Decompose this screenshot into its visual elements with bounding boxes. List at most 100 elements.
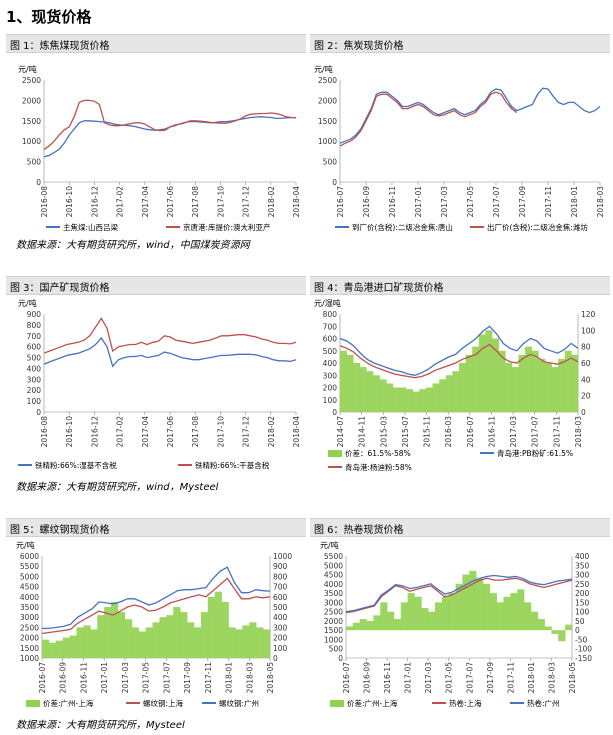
panel-header: 图 1：炼焦煤现货价格 [6,34,306,53]
y2-tick-label: 80 [581,343,591,352]
chart-caption: 图 5：螺纹钢现货价格 [10,525,110,536]
spread-bar [373,375,380,412]
legend-label: 螺纹钢:广州 [219,698,259,708]
spread-bar [221,601,229,658]
y-tick-label: 300 [323,371,338,380]
legend-label: 铁精粉:66%:干基含税 [195,460,270,470]
x-tick-label: 2017-01 [404,662,413,694]
x-tick-label: 2017-10 [216,416,225,448]
y-tick-label: 200 [323,384,338,393]
spread-bar [166,615,174,658]
spread-bar [564,350,572,412]
spread-bar [406,389,414,412]
y-tick-label: 800 [27,321,42,330]
spread-bar [263,629,271,658]
spread-bar [419,389,427,412]
x-tick-label: 2017-11 [204,662,213,694]
x-tick-label: 2018-03 [245,662,254,694]
spread-bar [62,637,70,658]
series-line [42,566,271,630]
spread-bar [228,627,236,658]
spread-bar [194,627,202,658]
chart-panel-3: 图 3：国产矿现货价格 元/吨 0 100 200 300 400 500 600 700 800… [6,276,306,478]
y-tick-label: 600 [323,335,338,344]
x-tick-label: 2018-01 [225,662,234,694]
panel-header: 图 5：螺纹钢现货价格 [6,518,306,537]
spread-bar [448,593,456,631]
y2-tick-label: 60 [581,359,591,368]
y-tick-label: 500 [27,354,42,363]
spread-bar [462,574,470,631]
x-tick-label: 2017-04 [141,186,150,218]
y-tick-label: 6000 [20,552,39,561]
x-tick-label: 2016-11 [79,662,88,694]
spread-bar [249,622,257,658]
x-tick-label: 2017-03 [424,662,433,694]
x-tick-label: 2016-07 [466,416,475,448]
x-tick-label: 2016-07 [342,662,351,694]
y2-tick-label: 0 [273,654,278,663]
legend-label: 价差：61.5%-58% [345,448,411,458]
spread-bar [111,601,119,658]
y-tick-label: 2000 [318,96,337,105]
y2-tick-label: 40 [581,375,591,384]
spread-bar [400,602,408,631]
y2-tick-label: 500 [273,603,288,612]
chart-caption: 图 6：热卷现货价格 [314,525,404,536]
spread-bar [407,593,415,631]
spread-bar [465,354,473,412]
spread-bar [118,612,126,658]
spread-bar [558,358,566,412]
spread-bar [48,642,57,658]
spread-bar [379,379,387,412]
spread-bar [187,622,195,658]
spread-bar [399,387,407,412]
y2-tick-label: 100 [575,608,590,617]
legend-label: 热卷:广州 [527,698,560,708]
series-line [43,317,297,354]
panel-header: 图 4：青岛港进口矿现货价格 [310,276,610,295]
y-tick-label: 500 [323,158,338,167]
spread-bar [256,627,264,658]
data-source-3: 数据来源：大有期货研究所，Mysteel [16,720,185,731]
legend-label: 青岛港:杨迪粉:58% [345,462,412,472]
spread-bar [459,363,466,412]
spread-bar [152,622,160,658]
y-tick-label: 400 [27,364,42,373]
y-tick-label: 900 [27,310,42,319]
x-tick-label: 2016-11 [383,662,392,694]
spread-bar [432,383,440,412]
y-tick-label: 1000 [324,635,343,644]
data-source-2: 数据来源：大有期货研究所，wind，Mysteel [16,482,219,493]
spread-bar [138,631,146,658]
y2-tick-label: 600 [273,593,288,602]
spread-bar [510,593,518,631]
spread-bar [393,619,402,631]
chart-panel-5: 图 5：螺纹钢现货价格 元/吨 1000 1500 2000 2500 3000 3500 4… [6,518,306,714]
legend-label: 青岛港:PB粉矿:61.5% [497,448,573,458]
x-tick-label: 2015-03 [379,416,388,448]
spread-bar [235,629,243,658]
x-tick-label: 2017-11 [552,416,561,448]
spread-bar [525,346,533,412]
y-tick-label: 1500 [318,117,337,126]
spread-bar [69,635,77,658]
x-tick-label: 2016-08 [40,416,49,448]
y-tick-label: 5000 [324,561,343,570]
y2-tick-label: 400 [273,613,288,622]
x-tick-label: 2017-02 [116,186,125,218]
spread-bar [159,617,167,658]
spread-bar [503,596,511,631]
spread-bar [359,619,367,631]
spread-bar [565,624,573,631]
y-tick-label: 4000 [324,580,343,589]
y2-tick-label: 400 [575,552,590,561]
x-tick-label: 2017-08 [191,416,200,448]
chart-5-svg: 元/吨1000150020002500300035004000450050005… [16,540,292,708]
x-tick-label: 2018-03 [574,416,583,448]
y-tick-label: 0 [338,654,343,663]
y-tick-label: 1000 [20,654,39,663]
legend-label: 价差:广州-上海 [43,698,94,708]
x-tick-label: 2018-02 [267,416,276,448]
spread-bar [476,578,484,631]
